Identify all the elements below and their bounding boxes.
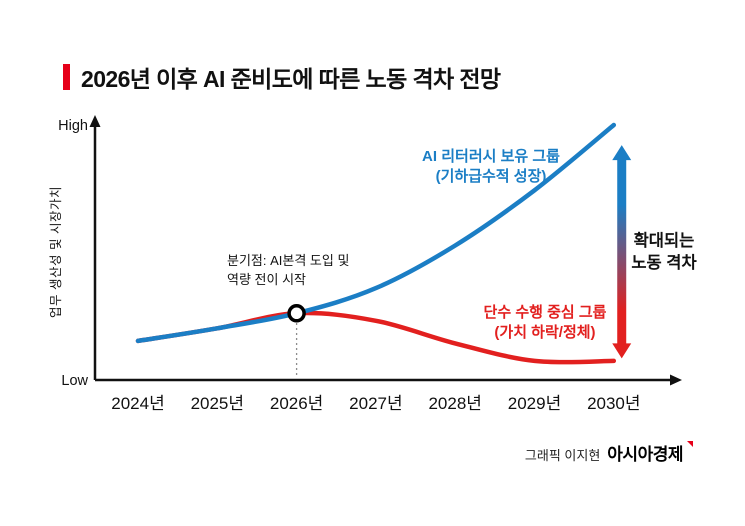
branch-annotation-line1: 분기점: AI본격 도입 및 bbox=[227, 253, 349, 268]
gap-label-line2: 노동 격차 bbox=[631, 253, 697, 272]
y-axis-arrowhead-icon bbox=[89, 115, 101, 127]
x-tick-2027: 2027년 bbox=[349, 394, 402, 413]
gap-double-arrow-icon bbox=[612, 145, 632, 359]
brand-mark-icon bbox=[687, 441, 693, 447]
credit-text: 그래픽 이지현 bbox=[524, 448, 601, 463]
x-tick-2028: 2028년 bbox=[428, 394, 481, 413]
y-axis-high-label: High bbox=[58, 118, 88, 134]
credit-line: 그래픽 이지현 아시아경제 bbox=[525, 440, 693, 465]
gap-label-line1: 확대되는 bbox=[634, 231, 695, 250]
x-axis-arrowhead-icon bbox=[670, 374, 682, 386]
ai-literacy-label-line2: (기하급수적 성장) bbox=[436, 167, 547, 185]
x-tick-2030: 2030년 bbox=[587, 394, 640, 413]
x-tick-2024: 2024년 bbox=[111, 394, 164, 413]
x-tick-2029: 2029년 bbox=[508, 394, 561, 413]
branch-annotation-line2: 역량 전이 시작 bbox=[227, 272, 306, 287]
page-title: 2026년 이후 AI 준비도에 따른 노동 격차 전망 bbox=[81, 66, 501, 92]
brand-logo: 아시아경제 bbox=[607, 445, 683, 464]
routine-task-label-line2: (가치 하락/정체) bbox=[494, 323, 595, 341]
title-accent-bar bbox=[63, 64, 70, 90]
x-tick-2026: 2026년 bbox=[270, 394, 323, 413]
y-axis-low-label: Low bbox=[61, 373, 88, 389]
title-block: 2026년 이후 AI 준비도에 따른 노동 격차 전망 bbox=[63, 60, 501, 94]
branch-point-marker bbox=[287, 304, 306, 323]
x-tick-2025: 2025년 bbox=[191, 394, 244, 413]
y-axis-title: 업무 생산성 및 시장가치 bbox=[49, 186, 63, 318]
ai-literacy-group-line bbox=[135, 122, 617, 344]
routine-task-label-line1: 단수 수행 중심 그룹 bbox=[484, 304, 607, 321]
ai-literacy-label-line1: AI 리터러시 보유 그룹 bbox=[422, 148, 560, 165]
